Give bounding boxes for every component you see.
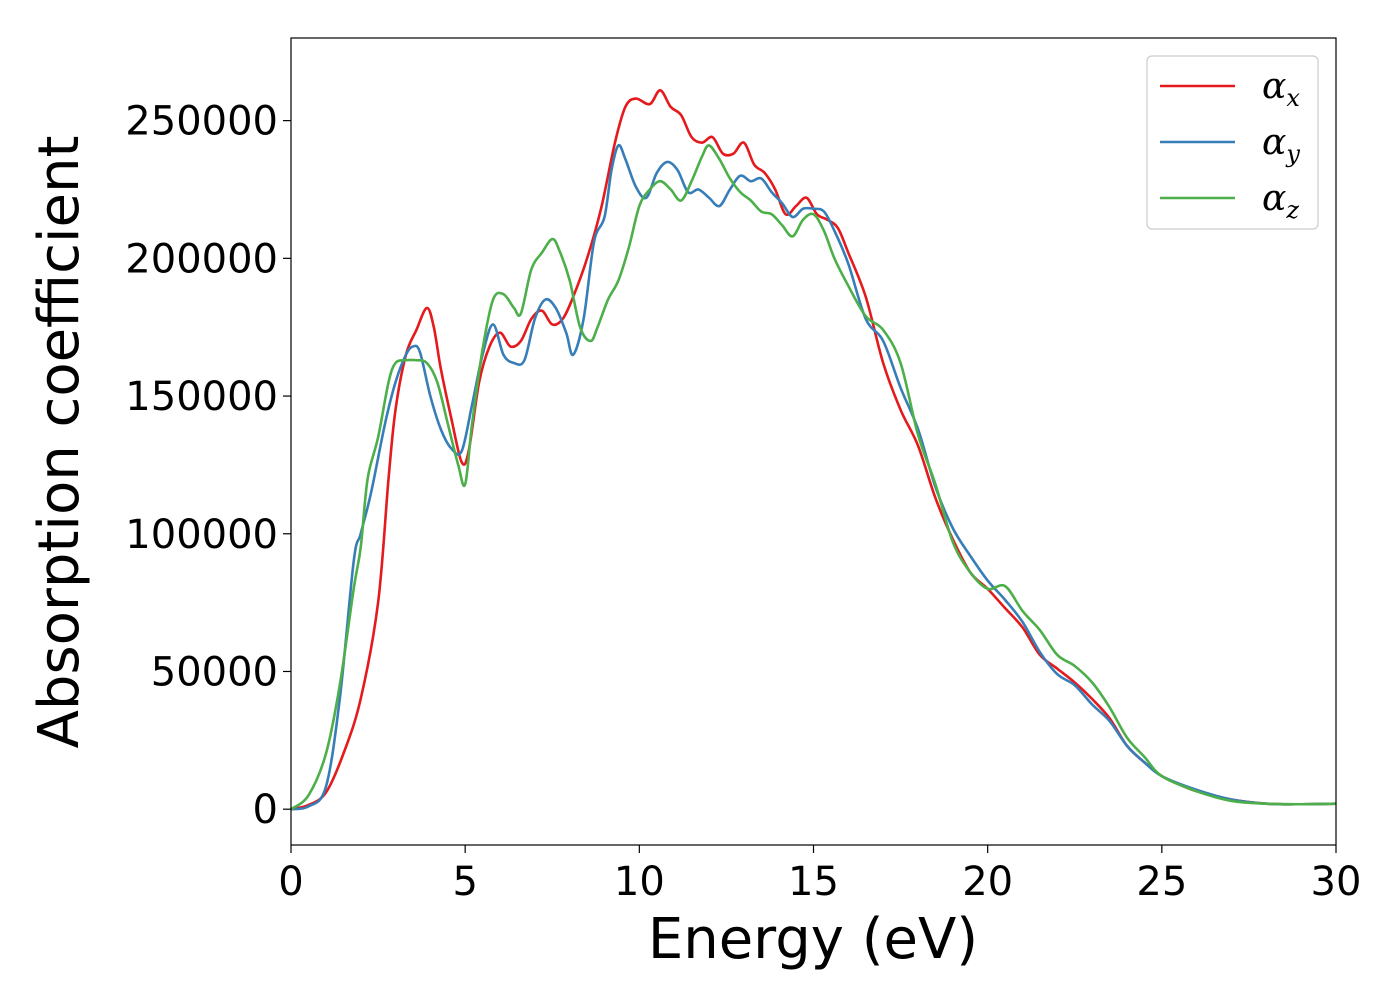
legend-label-alpha-z: αz <box>1262 178 1299 224</box>
legend-label-alpha-x: αx <box>1262 66 1300 112</box>
y-tick-label: 0 <box>253 787 278 833</box>
y-tick-label: 200000 <box>125 236 278 282</box>
series-line-alpha-z <box>290 144 1337 811</box>
x-axis-title: Energy (eV) <box>648 907 978 972</box>
x-tick-label: 0 <box>278 859 303 905</box>
y-axis-ticks: 0 50000 100000 150000 200000 250000 <box>125 99 291 833</box>
legend: αx αy αz <box>1146 55 1319 230</box>
x-tick-label: 5 <box>452 859 477 905</box>
x-tick-label: 20 <box>962 859 1013 905</box>
x-tick-label: 30 <box>1311 859 1362 905</box>
x-tick-label: 15 <box>788 859 839 905</box>
y-tick-label: 250000 <box>125 99 278 145</box>
series-line-alpha-y <box>290 143 1337 811</box>
x-axis-ticks: 0 5 10 15 20 25 30 <box>278 845 1361 905</box>
x-tick-label: 10 <box>614 859 665 905</box>
y-tick-label: 150000 <box>125 374 278 420</box>
series-layer <box>290 89 1337 811</box>
y-tick-label: 50000 <box>151 649 278 695</box>
x-tick-label: 25 <box>1136 859 1187 905</box>
y-tick-label: 100000 <box>125 512 278 558</box>
y-axis-title: Absorption coefficient <box>27 136 92 749</box>
legend-label-alpha-y: αy <box>1262 122 1300 168</box>
